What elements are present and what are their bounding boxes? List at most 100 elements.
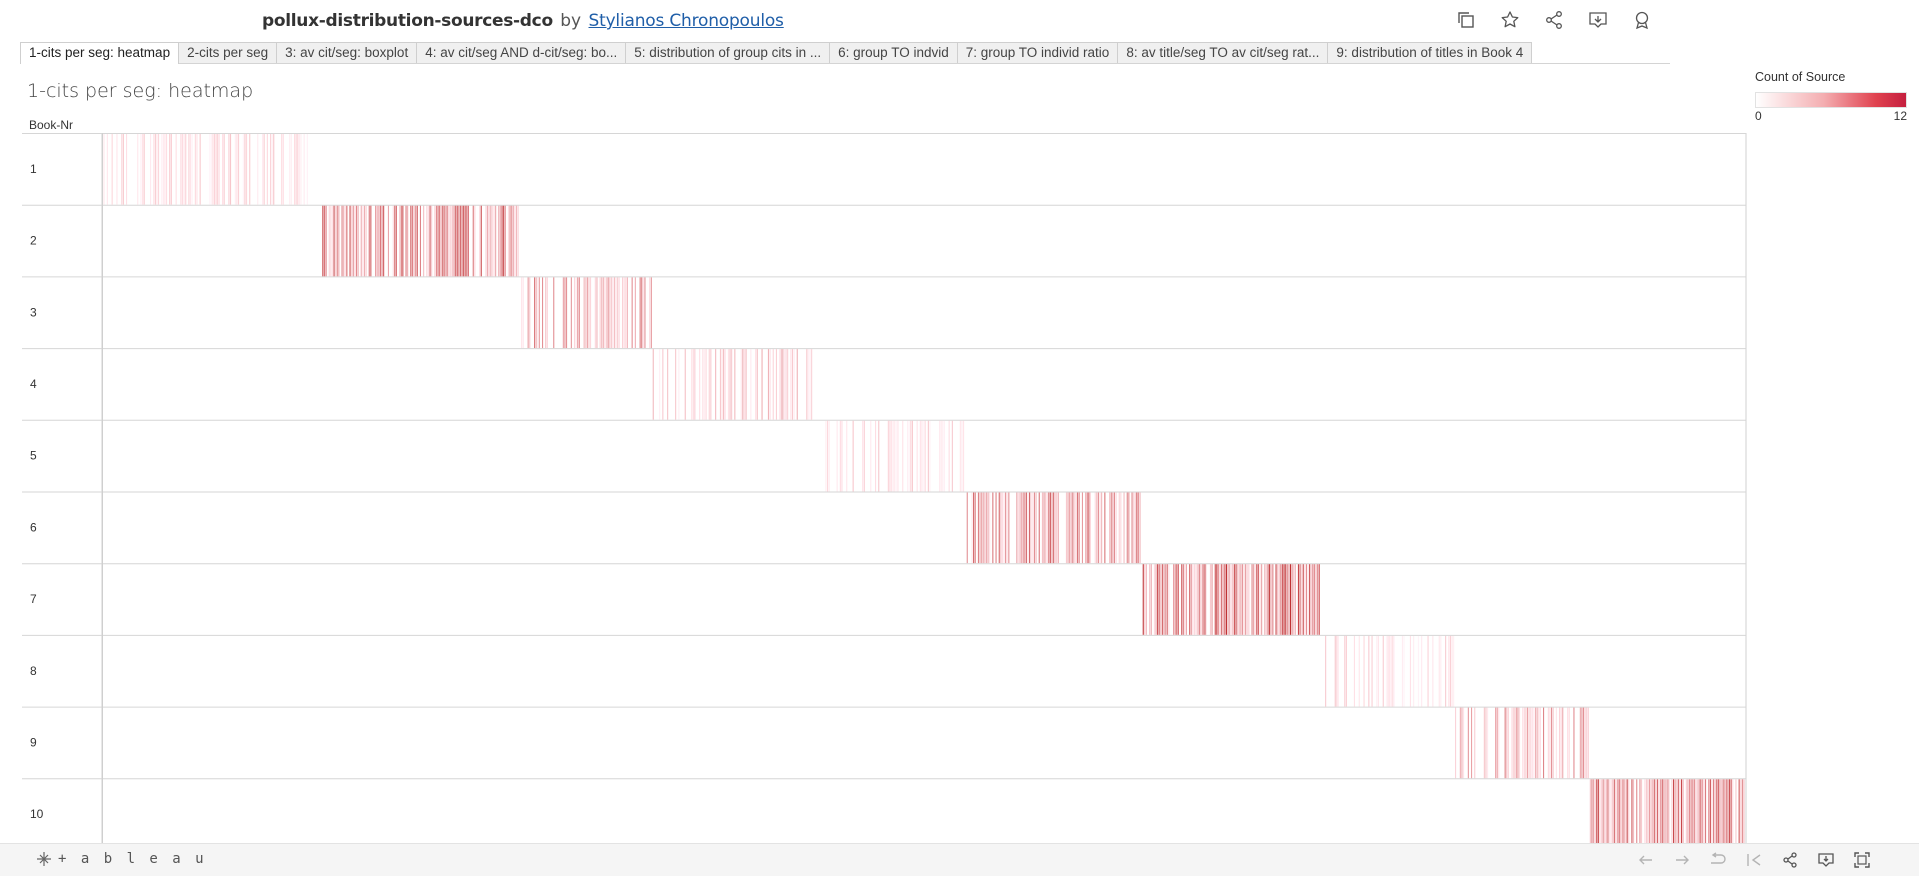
heatmap-chart[interactable]: 1 2 3 4 5 6 7 8 9 10: [22, 133, 1752, 849]
heatmap-cell: [1205, 564, 1207, 635]
tab-group-to-indvid[interactable]: 6: group TO indvid: [829, 42, 958, 63]
heatmap-cell: [303, 134, 305, 205]
heatmap-cell: [927, 420, 929, 492]
heatmap-row-10[interactable]: [1589, 779, 1745, 849]
heatmap-cell: [1168, 564, 1170, 635]
heatmap-cell: [878, 420, 880, 492]
heatmap-row-7[interactable]: [1142, 564, 1320, 635]
bottom-icons: [1635, 850, 1873, 870]
heatmap-cell: [577, 277, 579, 349]
heatmap-cell: [537, 277, 539, 349]
heatmap-cell: [456, 205, 458, 277]
heatmap-row-6[interactable]: [966, 492, 1141, 564]
heatmap-cell: [705, 349, 707, 420]
heatmap-cell: [731, 349, 733, 420]
tab-group-to-individ-ratio[interactable]: 7: group TO individ ratio: [956, 42, 1119, 63]
download-icon[interactable]: [1587, 9, 1609, 31]
tab-cits-per-seg[interactable]: 2-cits per seg: [178, 42, 278, 63]
heatmap-cell: [511, 205, 513, 277]
heatmap-cell: [995, 492, 997, 564]
heatmap-cell: [402, 205, 404, 277]
heatmap-cell: [1120, 492, 1122, 564]
tab-boxplot[interactable]: 3: av cit/seg: boxplot: [276, 42, 418, 63]
star-icon[interactable]: [1499, 9, 1521, 31]
share-icon[interactable]: [1543, 9, 1565, 31]
heatmap-cell: [297, 134, 299, 205]
heatmap-row-8[interactable]: [1325, 635, 1455, 707]
share-icon[interactable]: [1779, 850, 1801, 870]
heatmap-cell: [1201, 564, 1203, 635]
heatmap-cell: [1283, 564, 1285, 635]
heatmap-cell: [1211, 564, 1213, 635]
heatmap-row-3[interactable]: [521, 277, 652, 349]
tab-av-cit-and-d-cit[interactable]: 4: av cit/seg AND d-cit/seg: bo...: [416, 42, 627, 63]
author-link[interactable]: Stylianos Chronopoulos: [588, 11, 784, 31]
fullscreen-icon[interactable]: [1851, 850, 1873, 870]
tab-distribution-group-cits[interactable]: 5: distribution of group cits in ...: [625, 42, 831, 63]
heatmap-cell: [499, 205, 501, 277]
heatmap-cell: [1633, 779, 1635, 849]
heatmap-cell: [534, 277, 536, 349]
heatmap-cell: [1506, 707, 1508, 779]
heatmap-cell: [1599, 779, 1601, 849]
heatmap-cell: [1559, 707, 1561, 779]
heatmap-row-2[interactable]: [322, 205, 519, 277]
color-legend[interactable]: Count of Source 0 12: [1755, 70, 1910, 123]
heatmap-cell: [1254, 564, 1256, 635]
heatmap-cell: [1487, 707, 1489, 779]
heatmap-cell: [1409, 635, 1411, 707]
heatmap-cell: [1177, 564, 1179, 635]
revert-icon[interactable]: [1707, 850, 1729, 870]
heatmap-cell: [121, 134, 123, 205]
tab-av-title-ratio[interactable]: 8: av title/seg TO av cit/seg rat...: [1117, 42, 1329, 63]
heatmap-cell: [1695, 779, 1697, 849]
heatmap-cell: [1717, 779, 1719, 849]
heatmap-row-9[interactable]: [1455, 707, 1589, 779]
heatmap-cell: [488, 205, 490, 277]
legend-color-ramp: [1755, 92, 1907, 108]
heatmap-cell: [1519, 707, 1521, 779]
tableau-logo[interactable]: + a b l e a u: [36, 851, 207, 867]
heatmap-cell: [1403, 635, 1405, 707]
heatmap-cell: [431, 205, 433, 277]
copy-icon[interactable]: [1455, 9, 1477, 31]
heatmap-cell: [1547, 707, 1549, 779]
heatmap-cell: [929, 420, 931, 492]
heatmap-cell: [126, 134, 128, 205]
heatmap-cell: [512, 205, 514, 277]
heatmap-cell: [535, 277, 537, 349]
heatmap-cell: [1711, 779, 1713, 849]
heatmap-cell: [734, 349, 736, 420]
heatmap-cell: [1115, 492, 1117, 564]
heatmap-cell: [590, 277, 592, 349]
heatmap-cell: [1181, 564, 1183, 635]
heatmap-cell: [607, 277, 609, 349]
tab-heatmap[interactable]: 1-cits per seg: heatmap: [20, 42, 180, 64]
undo-icon[interactable]: [1635, 850, 1657, 870]
heatmap-cell: [1275, 564, 1277, 635]
heatmap-cell: [601, 277, 603, 349]
heatmap-cell: [437, 205, 439, 277]
badge-icon[interactable]: [1631, 9, 1653, 31]
heatmap-cell: [458, 205, 460, 277]
heatmap-cell: [961, 420, 963, 492]
heatmap-cell: [298, 134, 300, 205]
heatmap-cell: [1703, 779, 1705, 849]
heatmap-cell: [1054, 492, 1056, 564]
heatmap-row-5[interactable]: [825, 420, 965, 492]
heatmap-cell: [341, 205, 343, 277]
heatmap-cell: [1721, 779, 1723, 849]
heatmap-cell: [981, 492, 983, 564]
heatmap-cell: [1267, 564, 1269, 635]
heatmap-cell: [1029, 492, 1031, 564]
redo-icon[interactable]: [1671, 850, 1693, 870]
reset-icon[interactable]: [1743, 850, 1765, 870]
heatmap-row-4[interactable]: [652, 349, 813, 420]
heatmap-cell: [1078, 492, 1080, 564]
heatmap-cell: [1625, 779, 1627, 849]
download-icon[interactable]: [1815, 850, 1837, 870]
heatmap-cell: [1602, 779, 1604, 849]
tab-distribution-titles-book4[interactable]: 9: distribution of titles in Book 4: [1327, 42, 1533, 63]
heatmap-cell: [1299, 564, 1301, 635]
heatmap-cell: [328, 205, 330, 277]
